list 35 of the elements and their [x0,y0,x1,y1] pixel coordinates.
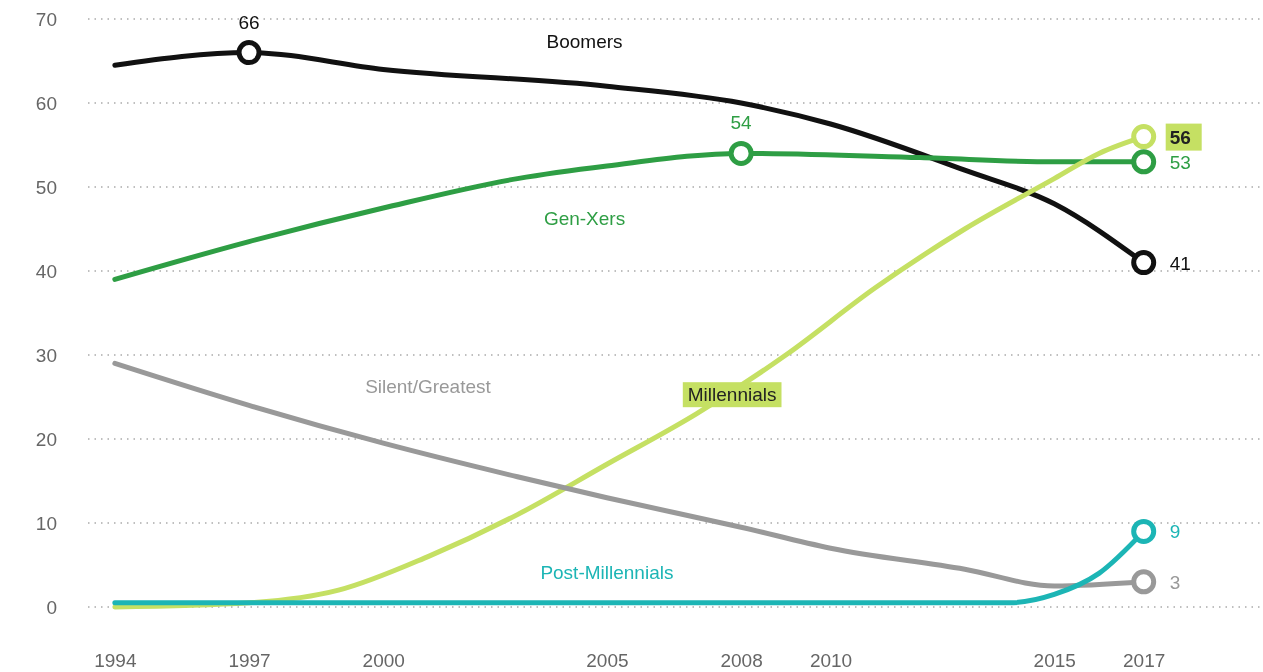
x-tick-label: 2000 [362,649,405,671]
series-label: Post-Millennials [540,562,674,584]
y-tick-label: 30 [35,344,57,366]
y-tick-label: 60 [35,92,57,114]
point [728,140,754,166]
x-tick-label: 1997 [228,649,271,671]
y-tick-label: 0 [46,596,57,618]
x-tick-label: 2017 [1123,649,1166,671]
data-label: 66 [238,11,260,33]
point [1131,250,1157,276]
y-tick-label: 10 [35,512,57,534]
data-label: 53 [1169,151,1191,173]
data-label: 54 [730,112,753,134]
y-tick-label: 40 [35,260,57,282]
point [1131,149,1157,175]
series-label: Gen-Xers [543,207,626,229]
point [1131,518,1157,544]
x-tick-label: 2015 [1033,649,1076,671]
point [1131,124,1157,150]
y-tick-label: 20 [35,428,57,450]
x-tick-label: 2008 [720,649,763,671]
series-label: Millennials [687,384,777,406]
data-label: 41 [1169,252,1191,274]
data-label: 9 [1169,521,1181,543]
x-tick-label: 2005 [586,649,629,671]
series-label: Boomers [546,31,623,53]
point [236,40,262,66]
y-tick-label: 70 [35,8,57,30]
x-tick-label: 2010 [809,649,853,671]
x-tick-label: 1994 [94,649,137,671]
point [1131,569,1157,595]
data-label: 56 [1169,126,1191,148]
data-label: 3 [1169,571,1181,593]
text: Silent/Greatest [365,375,492,397]
y-tick-label: 50 [35,176,57,198]
